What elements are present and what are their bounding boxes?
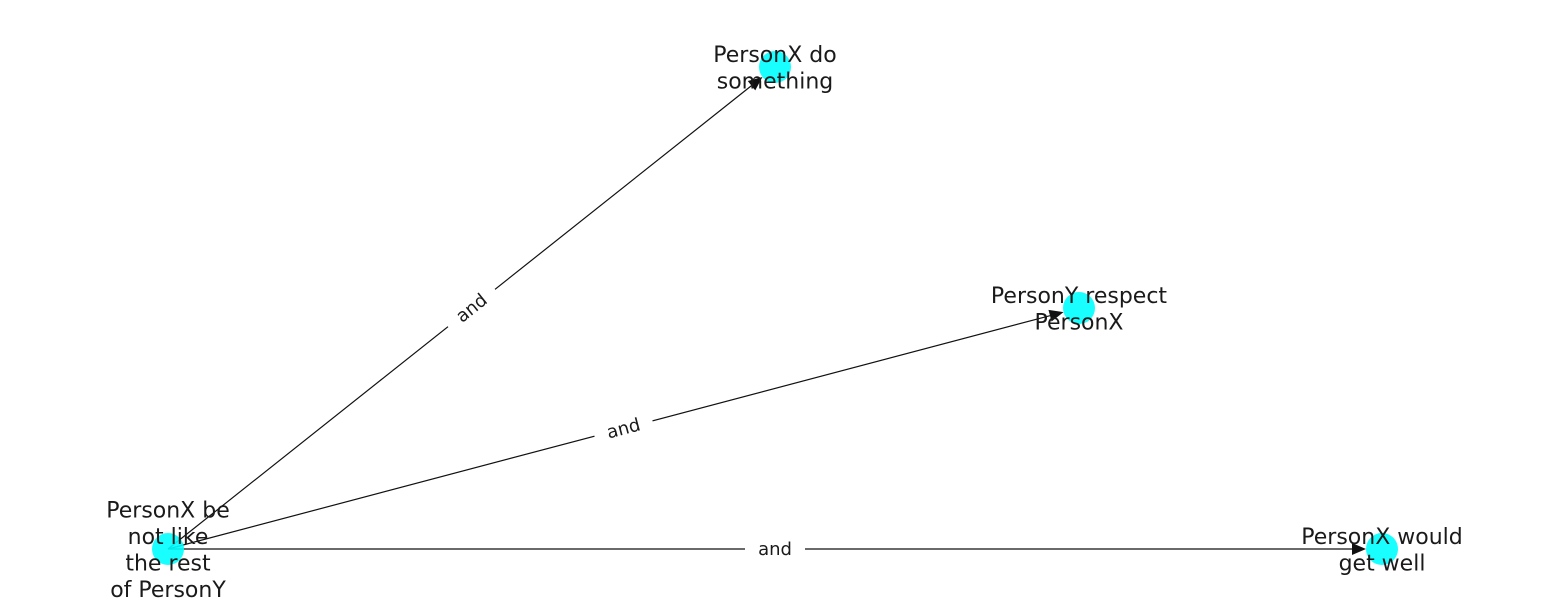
node-n0 [152,533,184,565]
node-label-line: PersonX do [713,43,836,68]
nodes-layer [152,51,1398,565]
node-n1 [759,51,791,83]
node-label-n1: PersonX do something [713,43,836,95]
arrow-head [1048,309,1064,322]
node-label-n0: PersonX be not like the rest of PersonY [106,498,230,603]
node-label-line: PersonX [1035,310,1124,335]
node-label-line: not like [128,525,209,550]
node-n3 [1366,533,1398,565]
edge-label-background [439,279,504,337]
edge-label-background [591,408,656,449]
node-label-n3: PersonX would get well [1301,525,1462,577]
edge-label: and [758,539,792,560]
labels-layer: and and and PersonX be not like the rest of Pe… [106,43,1462,603]
edge-label-group: and [439,279,504,337]
node-label-line: of PersonY [110,578,226,603]
arrow-head [1352,543,1366,555]
node-label-line: PersonX be [106,498,230,523]
edge-label-group: and [591,408,656,449]
node-label-line: PersonX would [1301,525,1462,550]
node-label-line: get well [1339,551,1426,576]
node-label-line: something [717,69,833,94]
node-label-line: PersonY respect [991,284,1168,309]
edge-label-background [745,536,805,562]
node-n2 [1063,292,1095,324]
node-label-line: the rest [125,551,211,576]
node-label-n2: PersonY respect PersonX [991,284,1168,336]
edge-label-group: and [745,536,805,562]
arrow-head [747,76,763,91]
edges-layer [167,76,1366,555]
